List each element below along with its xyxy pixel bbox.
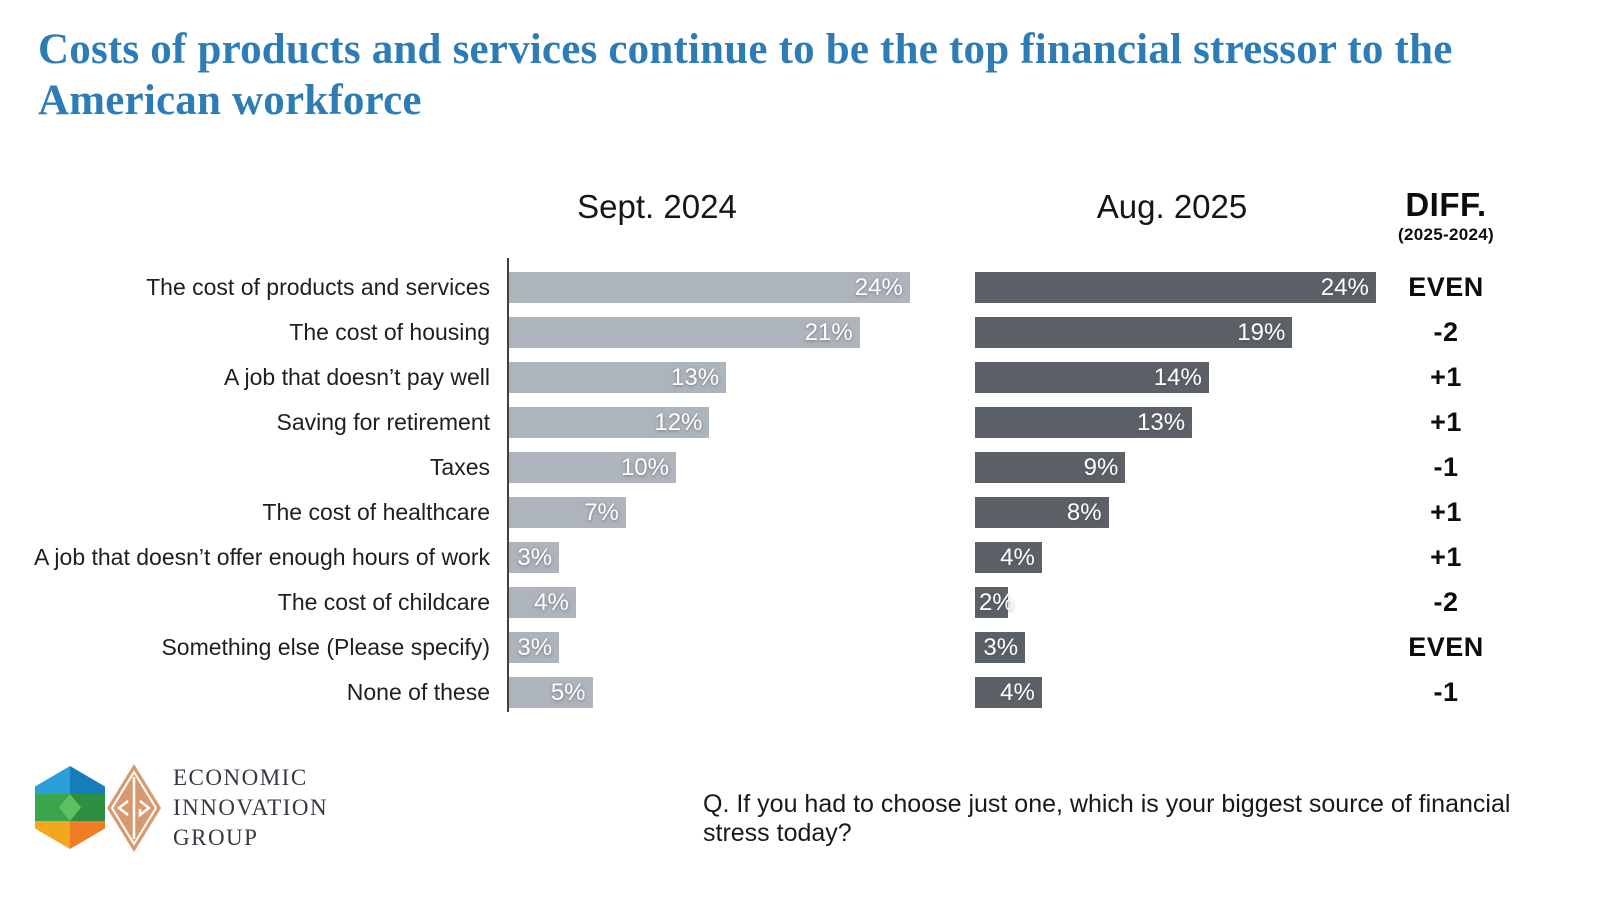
eig-logo-line2: INNOVATION — [173, 795, 329, 820]
bar-value-label: 3% — [517, 543, 553, 571]
bar-value-label: 13% — [1137, 408, 1186, 436]
column-header-aug-2025: Aug. 2025 — [1096, 188, 1248, 225]
bar-value-label: 5% — [550, 678, 586, 706]
bar-sept-2024: 10% — [509, 452, 676, 483]
category-label: Taxes — [429, 454, 490, 480]
bar-sept-2024: 4% — [509, 587, 576, 618]
category-label: The cost of childcare — [277, 589, 490, 615]
bar-value-label: 21% — [804, 318, 853, 346]
bar-value-label: 7% — [584, 498, 619, 526]
bar-value-label: 3% — [983, 633, 1019, 661]
diff-value: -1 — [1433, 452, 1459, 482]
category-label: A job that doesn’t offer enough hours of… — [33, 544, 490, 570]
bar-aug-2025: 24% — [975, 272, 1376, 303]
bar-value-label: 10% — [620, 453, 669, 481]
chart-row: The cost of childcare 4% 2% -2 — [0, 580, 1600, 625]
bar-aug-2025: 4% — [975, 677, 1042, 708]
eig-logo-text: ECONOMIC INNOVATION GROUP — [173, 763, 328, 853]
bar-value-label: 2% — [979, 588, 1014, 616]
bar-value-label: 13% — [671, 363, 720, 391]
bar-aug-2025: 3% — [975, 632, 1026, 663]
bar-aug-2025: 2% — [975, 587, 1014, 618]
page-title: Costs of products and services continue … — [38, 26, 1453, 124]
bar-value-label: 9% — [1083, 453, 1119, 481]
bar-value-label: 4% — [1000, 543, 1035, 571]
chart-row: Taxes 10% 9% -1 — [0, 445, 1600, 490]
chart-rows: The cost of products and services 24% 24… — [0, 265, 1600, 715]
chart-row: The cost of healthcare 7% 8% +1 — [0, 490, 1600, 535]
column-header-sept-2024: Sept. 2024 — [577, 188, 737, 225]
bar-sept-2024: 3% — [509, 632, 560, 663]
bar-sept-2024: 7% — [509, 497, 626, 528]
eig-diamond-icon — [107, 764, 161, 852]
category-label: The cost of healthcare — [262, 499, 490, 525]
column-header-diff: DIFF. (2025-2024) — [1368, 186, 1524, 245]
bar-aug-2025: 8% — [975, 497, 1109, 528]
category-label: A job that doesn’t pay well — [224, 364, 490, 390]
bar-value-label: 19% — [1237, 318, 1286, 346]
diff-value: -2 — [1433, 587, 1459, 617]
chart-row: Something else (Please specify) 3% 3% EV… — [0, 625, 1600, 670]
diff-value: +1 — [1430, 542, 1462, 572]
category-label: None of these — [346, 679, 490, 705]
category-label: The cost of products and services — [146, 274, 490, 300]
bar-sept-2024: 21% — [509, 317, 860, 348]
y-axis-line — [507, 258, 509, 712]
chart-row: A job that doesn’t offer enough hours of… — [0, 535, 1600, 580]
chart-row: A job that doesn’t pay well 13% 14% +1 — [0, 355, 1600, 400]
eig-hexagon-icon — [35, 766, 105, 849]
bar-sept-2024: 12% — [509, 407, 710, 438]
chart-row: None of these 5% 4% -1 — [0, 670, 1600, 715]
bar-sept-2024: 24% — [509, 272, 910, 303]
diff-header-label: DIFF. — [1405, 186, 1487, 223]
bar-aug-2025: 19% — [975, 317, 1293, 348]
diff-value: -2 — [1433, 317, 1459, 347]
bar-value-label: 8% — [1066, 498, 1102, 526]
bar-sept-2024: 5% — [509, 677, 593, 708]
bar-value-label: 14% — [1153, 363, 1202, 391]
diff-value: +1 — [1430, 362, 1462, 392]
bar-value-label: 3% — [517, 633, 553, 661]
bar-value-label: 24% — [1320, 273, 1369, 301]
bar-sept-2024: 13% — [509, 362, 727, 393]
chart-row: The cost of products and services 24% 24… — [0, 265, 1600, 310]
survey-question-text: Q. If you had to choose just one, which … — [703, 790, 1511, 847]
category-label: Saving for retirement — [276, 409, 490, 435]
bar-value-label: 4% — [1000, 678, 1035, 706]
bar-aug-2025: 4% — [975, 542, 1042, 573]
bar-value-label: 4% — [534, 588, 569, 616]
diff-value: -1 — [1433, 677, 1459, 707]
diff-subheader-label: (2025-2024) — [1398, 225, 1494, 244]
diff-value: +1 — [1430, 497, 1462, 527]
chart-row: Saving for retirement 12% 13% +1 — [0, 400, 1600, 445]
diff-value: EVEN — [1408, 632, 1484, 662]
bar-sept-2024: 3% — [509, 542, 560, 573]
diff-value: EVEN — [1408, 272, 1484, 302]
category-label: The cost of housing — [289, 319, 490, 345]
bar-aug-2025: 13% — [975, 407, 1193, 438]
bar-aug-2025: 14% — [975, 362, 1209, 393]
eig-logo: ECONOMIC INNOVATION GROUP — [35, 755, 365, 860]
chart-row: The cost of housing 21% 19% -2 — [0, 310, 1600, 355]
bar-aug-2025: 9% — [975, 452, 1126, 483]
eig-logo-line1: ECONOMIC — [173, 765, 308, 790]
diff-value: +1 — [1430, 407, 1462, 437]
bar-value-label: 12% — [654, 408, 703, 436]
eig-logo-line3: GROUP — [173, 825, 259, 850]
bar-value-label: 24% — [854, 273, 903, 301]
category-label: Something else (Please specify) — [161, 634, 490, 660]
